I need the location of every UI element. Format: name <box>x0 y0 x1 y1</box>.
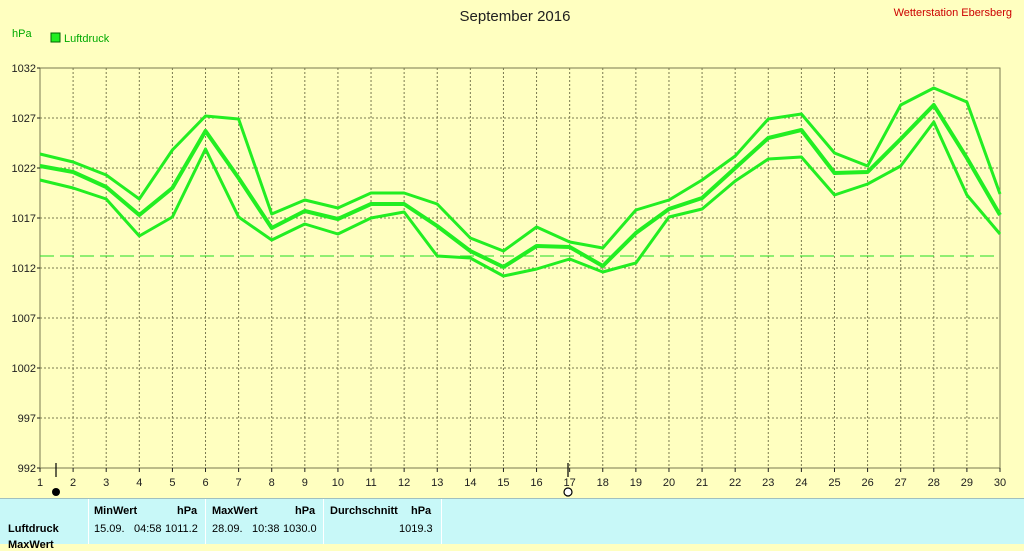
x-tick-label: 27 <box>895 477 907 489</box>
series-line-mean <box>39 103 1002 269</box>
min-time: 04:58 <box>134 523 162 535</box>
x-tick-label: 18 <box>597 477 609 489</box>
x-tick-label: 20 <box>663 477 675 489</box>
legend-label: Luftdruck <box>64 33 110 45</box>
chart-title: September 2016 <box>460 8 571 25</box>
x-tick-label: 13 <box>431 477 443 489</box>
x-tick-label: 6 <box>202 477 208 489</box>
y-tick-label: 992 <box>18 463 36 475</box>
x-tick-label: 21 <box>696 477 708 489</box>
x-tick-label: 24 <box>795 477 807 489</box>
x-tick-label: 11 <box>365 477 376 489</box>
y-tick-label: 997 <box>18 413 36 425</box>
min-unit: hPa <box>177 505 198 517</box>
x-tick-label: 26 <box>861 477 873 489</box>
x-tick-label: 12 <box>398 477 410 489</box>
chart-grid <box>39 67 1001 469</box>
avg-unit: hPa <box>411 505 432 517</box>
x-tick-label: 23 <box>762 477 774 489</box>
chart-series <box>39 86 1002 278</box>
x-tick-label: 4 <box>136 477 142 489</box>
max-header: MaxWert <box>212 505 258 517</box>
x-tick-label: 15 <box>497 477 509 489</box>
x-tick-label: 22 <box>729 477 741 489</box>
x-tick-label: 10 <box>332 477 344 489</box>
x-tick-label: 16 <box>530 477 542 489</box>
avg-header: Durchschnitt <box>330 505 398 517</box>
y-unit-label: hPa <box>12 28 32 40</box>
range-start-marker[interactable] <box>52 488 60 496</box>
series-line-min <box>39 120 1002 278</box>
pressure-chart: September 2016 Wetterstation Ebersberg h… <box>12 7 1012 497</box>
x-tick-label: 19 <box>630 477 642 489</box>
x-tick-label: 5 <box>169 477 175 489</box>
x-tick-label: 28 <box>928 477 940 489</box>
station-name: Wetterstation Ebersberg <box>894 7 1012 19</box>
x-tick-label: 7 <box>236 477 242 489</box>
y-tick-label: 1012 <box>12 263 36 275</box>
max-time: 10:38 <box>252 523 280 535</box>
y-tick-label: 1022 <box>12 163 36 175</box>
x-tick-label: 25 <box>828 477 840 489</box>
row-label-luftdruck: Luftdruck <box>8 523 59 535</box>
max-date: 28.09. <box>212 523 243 535</box>
x-tick-label: 17 <box>564 477 576 489</box>
x-tick-labels: 1 2 3 4 5 6 7 8 9 10 11 12 13 14 15 16 17 18 19 20 21 22 23 24 2… <box>37 463 1006 489</box>
y-tick-label: 1007 <box>12 313 36 325</box>
max-value: 1030.0 <box>283 523 317 535</box>
x-tick-label: 1 <box>37 477 43 489</box>
range-markers <box>52 487 573 497</box>
avg-value: 1019.3 <box>399 523 433 535</box>
min-value: 1011.2 <box>165 523 198 535</box>
y-tick-label: 1017 <box>12 213 36 225</box>
series-line-max <box>39 86 1002 253</box>
stats-label-column: Luftdruck MaxWert <box>0 499 89 551</box>
x-tick-label: 14 <box>464 477 476 489</box>
min-date: 15.09. <box>94 523 125 535</box>
stats-panel: Luftdruck MaxWert MinWert hPa 15.09. 04:… <box>0 498 1024 551</box>
y-tick-label: 1032 <box>12 63 36 75</box>
range-end-marker[interactable] <box>563 487 573 497</box>
stats-avg-column: Durchschnitt hPa 1019.3 <box>324 499 442 544</box>
x-tick-label: 3 <box>103 477 109 489</box>
y-tick-label: 1027 <box>12 113 36 125</box>
row-label-maxwert: MaxWert <box>8 539 54 551</box>
x-tick-label: 29 <box>961 477 973 489</box>
stats-min-column: MinWert hPa 15.09. 04:58 1011.2 <box>88 499 206 544</box>
x-tick-label: 9 <box>302 477 308 489</box>
x-tick-label: 30 <box>994 477 1006 489</box>
legend-swatch <box>50 32 61 43</box>
y-tick-labels: 1032 1027 1022 1017 1012 1007 1002 997 992 <box>12 63 40 475</box>
max-unit: hPa <box>295 505 316 517</box>
min-header: MinWert <box>94 505 138 517</box>
y-tick-label: 1002 <box>12 363 36 375</box>
x-tick-label: 2 <box>70 477 76 489</box>
stats-max-column: MaxWert hPa 28.09. 10:38 1030.0 <box>206 499 324 544</box>
x-tick-label: 8 <box>269 477 275 489</box>
